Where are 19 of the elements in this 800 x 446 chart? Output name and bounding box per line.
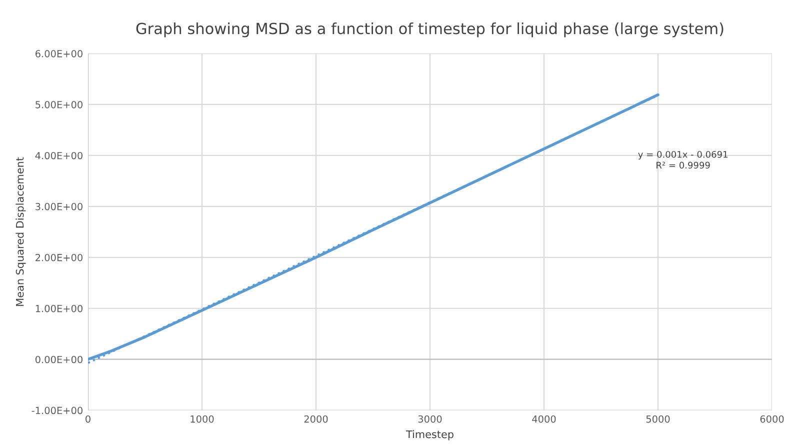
chart-title: Graph showing MSD as a function of timestep for liquid phase (large system) <box>136 22 724 38</box>
y-tick-label: -1.00E+00 <box>32 406 82 414</box>
x-tick-label: 0 <box>86 415 90 423</box>
y-tick-label: 3.00E+00 <box>36 202 82 210</box>
x-tick-label: 4000 <box>532 415 556 423</box>
y-axis-title: Mean Squared Displacement <box>16 157 26 306</box>
x-tick-label: 2000 <box>304 415 328 423</box>
y-tick-label: 1.00E+00 <box>36 304 82 312</box>
x-axis-title: Timestep <box>406 430 454 440</box>
y-tick-label: 2.00E+00 <box>36 254 82 262</box>
y-tick-label: 6.00E+00 <box>36 50 82 58</box>
y-tick-label: 0.00E+00 <box>35 356 82 364</box>
y-tick-label: 4.00E+00 <box>35 152 82 160</box>
x-tick-label: 1000 <box>190 415 214 423</box>
x-tick-label: 6000 <box>760 415 784 423</box>
annotation: y = 0.001x - 0.0691 R² = 0.9999 <box>638 150 728 169</box>
x-tick-label: 3000 <box>418 415 442 423</box>
y-tick-label: 5.00E+00 <box>36 100 82 108</box>
x-tick-label: 5000 <box>646 415 670 423</box>
